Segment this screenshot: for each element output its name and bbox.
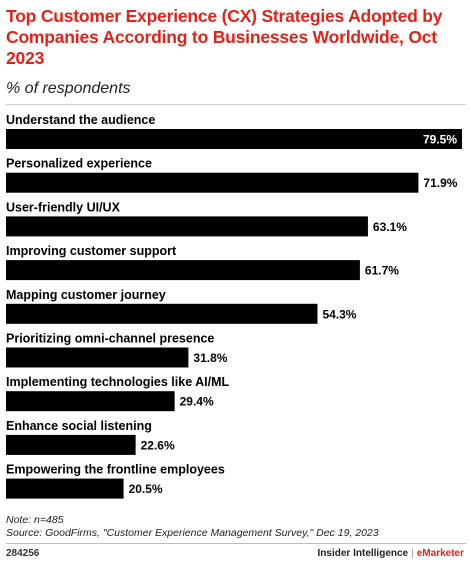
chart-id: 284256 <box>6 548 40 559</box>
bar <box>6 434 136 455</box>
category-label: Prioritizing omni-channel presence <box>6 332 214 346</box>
brand-emarketer: eMarketer <box>416 548 464 559</box>
bar <box>6 172 419 193</box>
bar-chart: Understand the audience 79.5% Personalized… <box>6 113 462 499</box>
category-label: Mapping customer journey <box>6 288 166 302</box>
category-label: Understand the audience <box>6 113 155 127</box>
brand-separator: | <box>411 548 414 559</box>
value-label: 20.5% <box>129 482 163 496</box>
brand-footer: Insider Intelligence | eMarketer <box>318 548 464 559</box>
chart-notes: Note: n=485 Source: GoodFirms, "Customer… <box>6 514 379 540</box>
value-label: 63.1% <box>373 220 407 234</box>
value-label: 29.4% <box>180 395 214 409</box>
bar <box>6 303 318 324</box>
bar <box>6 347 189 368</box>
chart-subtitle: % of respondents <box>6 80 131 97</box>
category-label: Personalized experience <box>6 157 152 171</box>
top-divider <box>6 104 466 105</box>
source-text: Source: GoodFirms, "Customer Experience … <box>6 527 379 539</box>
category-label: User-friendly UI/UX <box>6 200 121 214</box>
bar <box>6 129 462 149</box>
value-label: 79.5% <box>423 133 457 147</box>
value-label: 22.6% <box>141 438 175 452</box>
value-label: 61.7% <box>365 264 399 278</box>
bottom-divider <box>6 543 466 544</box>
value-label: 54.3% <box>322 307 356 321</box>
bar <box>6 478 124 499</box>
value-label: 31.8% <box>193 351 227 365</box>
bar <box>6 216 368 237</box>
category-label: Improving customer support <box>6 244 177 258</box>
chart-title: Top Customer Experience (CX) Strategies … <box>6 6 443 68</box>
bar <box>6 391 175 412</box>
value-label: 71.9% <box>423 176 457 190</box>
bar <box>6 260 360 281</box>
note-text: Note: n=485 <box>6 514 64 526</box>
category-label: Enhance social listening <box>6 419 152 433</box>
category-label: Empowering the frontline employees <box>6 463 225 477</box>
brand-insider-intelligence: Insider Intelligence <box>317 548 409 559</box>
category-label: Implementing technologies like AI/ML <box>6 375 230 389</box>
